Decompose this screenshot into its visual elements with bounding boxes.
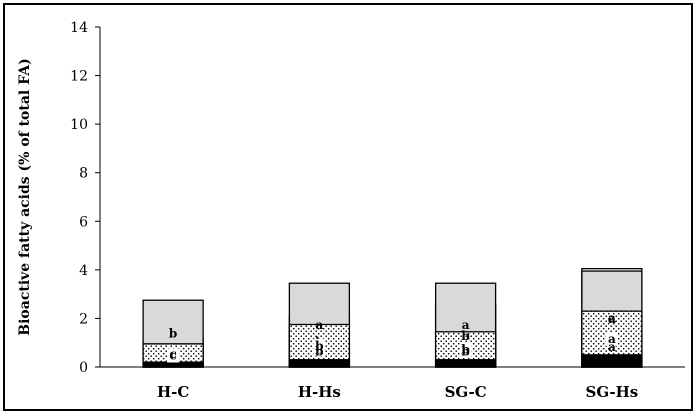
y-tick-label: 6 (79, 214, 88, 230)
segment-label: b (169, 327, 177, 341)
bar-segment (142, 361, 204, 368)
segment-label: b (461, 345, 469, 359)
bar-segment (581, 354, 643, 368)
segment-label: a (608, 312, 616, 326)
segment-label: b (461, 329, 469, 343)
stacked-bar-chart: 0 2 4 6 8 10 12 14 H-C H-Hs SG-C SG-Hs cbcccbabbbb… (17, 20, 685, 401)
x-tick-label: SG-Hs (585, 383, 638, 401)
bars (142, 267, 643, 368)
segment-label-backing (459, 342, 472, 357)
segment-label: a (315, 318, 323, 332)
segment-label: a (608, 340, 616, 354)
segment-label: c (169, 347, 176, 361)
x-tick-label: H-Hs (298, 383, 341, 401)
segment-label: a (608, 332, 616, 346)
y-tick-label: 8 (79, 166, 88, 182)
bar-segment (434, 359, 497, 368)
segment-label: a (462, 318, 470, 332)
bar-segment (288, 359, 351, 368)
segment-label: a (608, 311, 616, 325)
y-tick-label: 10 (70, 117, 88, 133)
x-axis: H-C H-Hs SG-C SG-Hs (100, 366, 685, 401)
y-tick-label: 12 (70, 69, 88, 85)
segment-label: c (169, 348, 176, 362)
segment-label: b (461, 342, 469, 356)
x-tick-label: H-C (157, 383, 189, 401)
segment-label-backing (313, 338, 326, 353)
segment-label-backing (605, 332, 618, 347)
y-tick-label: 2 (79, 311, 88, 327)
x-tick-label: SG-C (445, 383, 487, 401)
segment-labels: cbcccbabbbbabbbaaaaa (167, 311, 618, 363)
segment-label: b (315, 345, 323, 359)
y-axis: 0 2 4 6 8 10 12 14 (70, 20, 101, 376)
y-tick-label: 4 (79, 263, 88, 279)
chart-frame: 0 2 4 6 8 10 12 14 H-C H-Hs SG-C SG-Hs cbcccbabbbb… (3, 3, 693, 411)
y-tick-label: 14 (70, 20, 88, 36)
y-axis-title: Bioactive fatty acids (% of total FA) (17, 58, 33, 335)
y-tick-label: 0 (79, 360, 88, 376)
segment-label-backing (167, 348, 180, 363)
segment-label: b (315, 339, 323, 353)
